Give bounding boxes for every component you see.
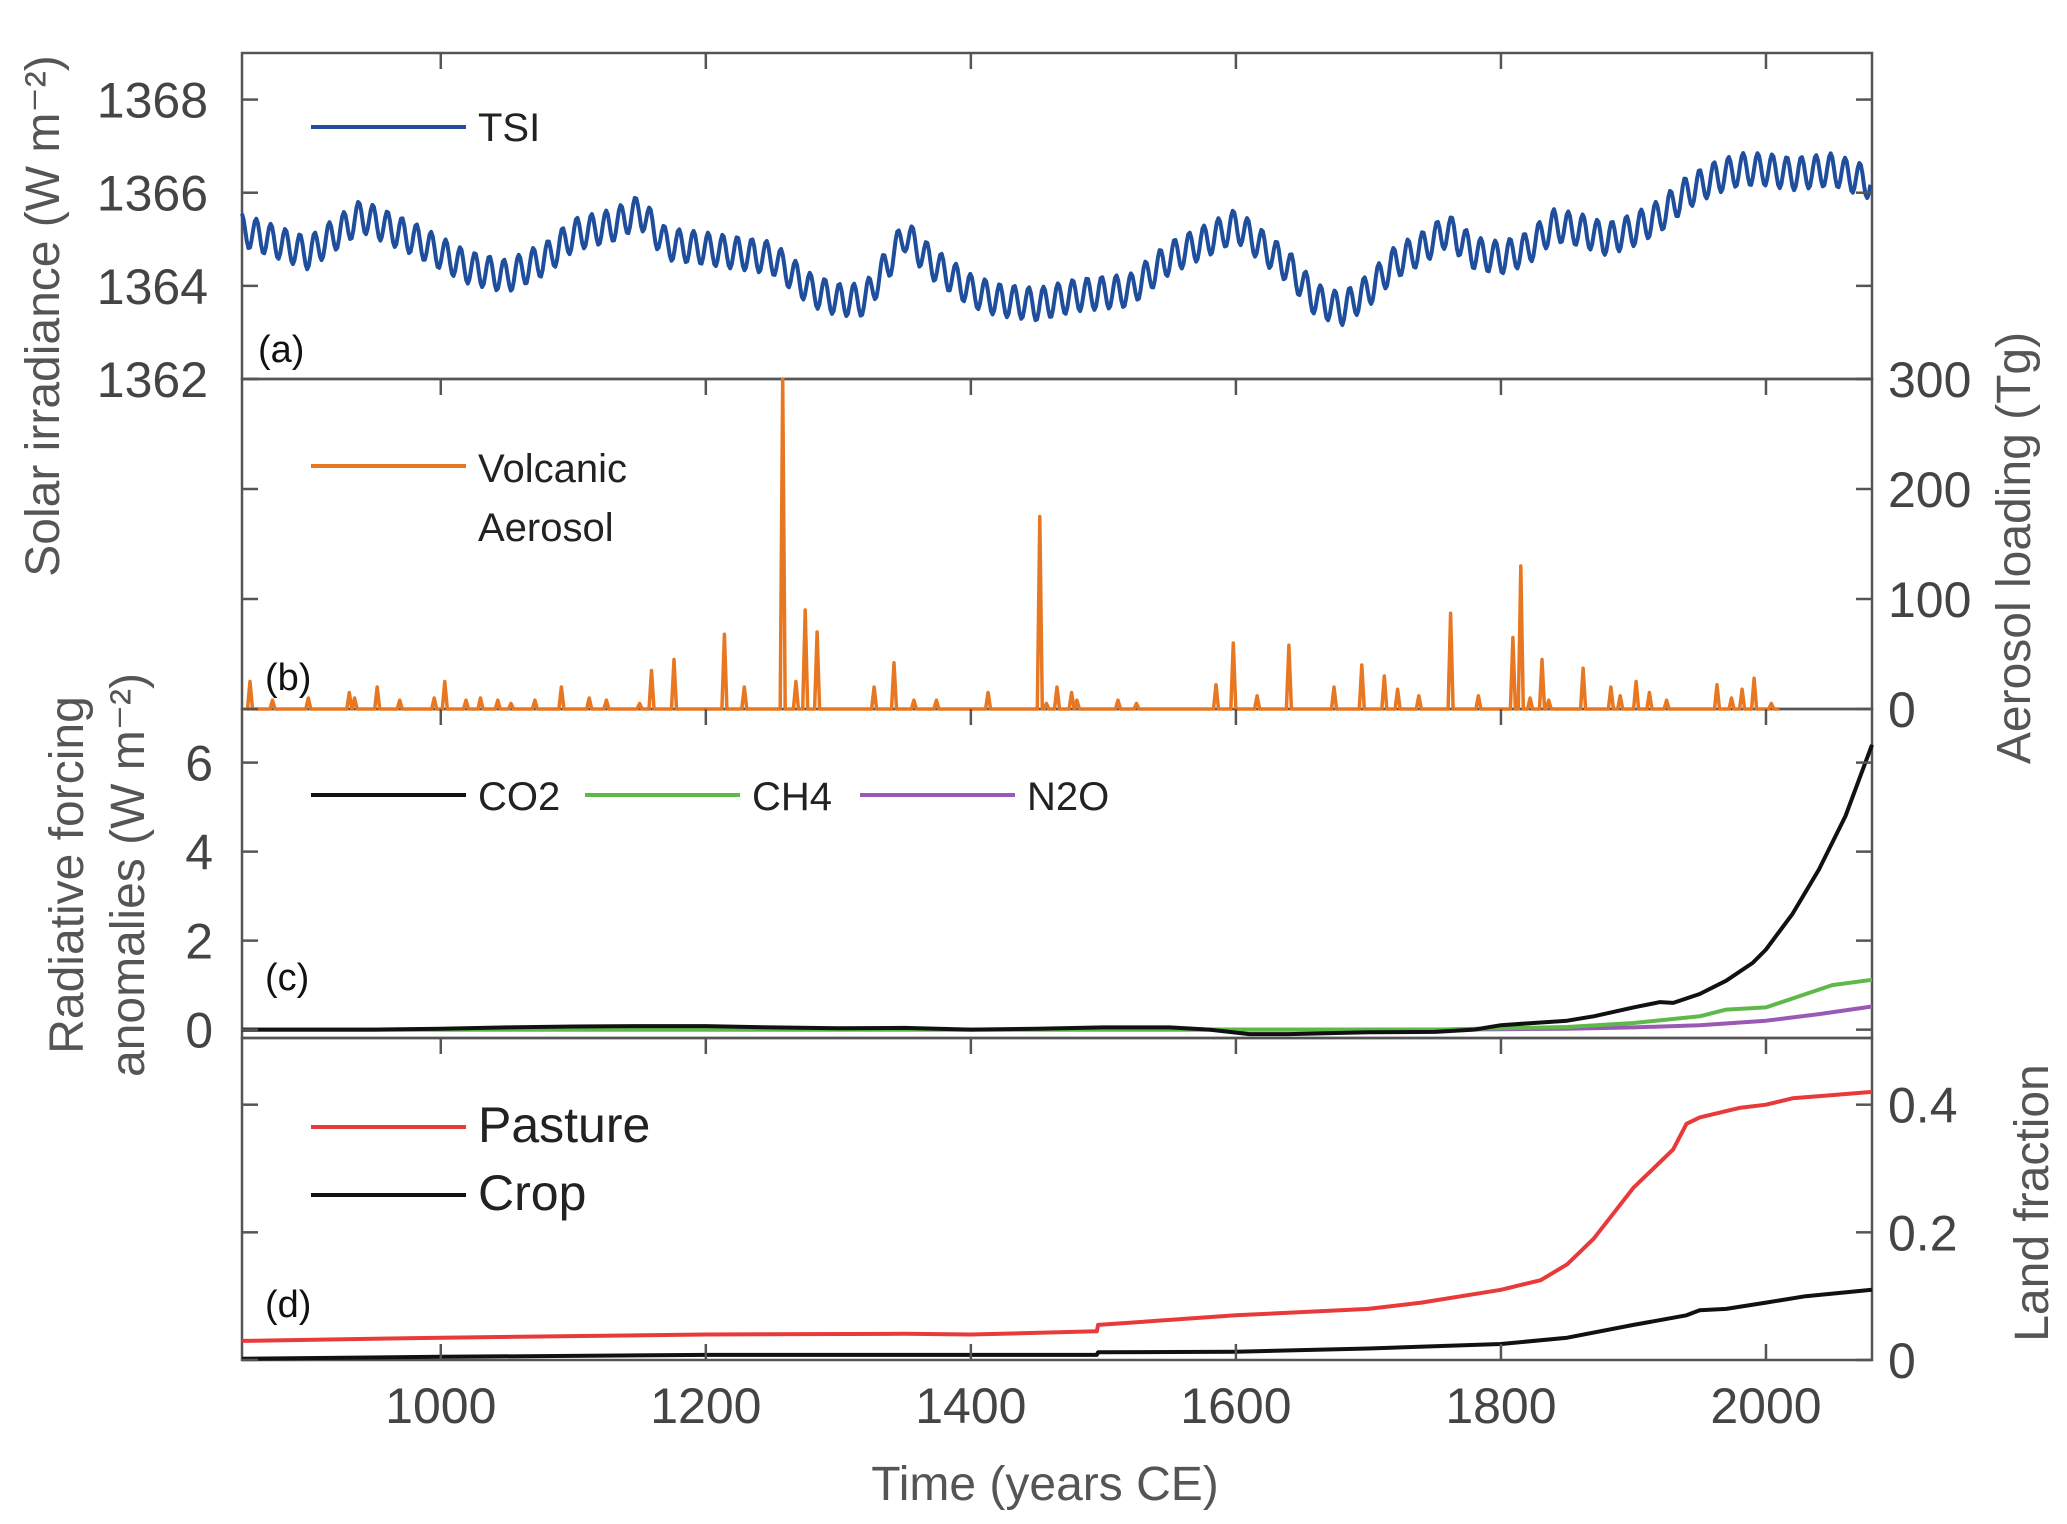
ylabel-c-line1: Radiative forcing [41, 696, 94, 1054]
legend-label-n2o: N2O [1027, 775, 1109, 819]
xlabel: Time (years CE) [871, 1458, 1219, 1511]
ytick-label-c: 0 [185, 1003, 213, 1059]
xtick-label: 1200 [650, 1378, 761, 1434]
panel-label-d: (d) [265, 1284, 311, 1326]
xtick-label: 1400 [915, 1378, 1026, 1434]
panel-label-a: (a) [258, 329, 304, 371]
ytick-label-b: 0 [1888, 682, 1916, 738]
legend-label-volcanic-2: Aerosol [478, 506, 614, 550]
text-layer: 1362 1364 1366 1368 TSI (a) Solar irradiance (… [17, 55, 2059, 1511]
series-line-tsi [240, 151, 1873, 327]
ytick-label-b: 300 [1888, 352, 1971, 408]
ytick-label-d: 0.2 [1888, 1205, 1958, 1261]
panel-frame-3 [240, 707, 1874, 1040]
panel-label-b: (b) [265, 657, 311, 699]
xtick-label: 1600 [1180, 1378, 1291, 1434]
ytick-label-d: 0 [1888, 1333, 1916, 1389]
xtick-label: 1000 [385, 1378, 496, 1434]
series-layer [240, 151, 1874, 1361]
ytick-label-d: 0.4 [1888, 1078, 1958, 1134]
ylabel-b: Aerosol loading (Tg) [1988, 332, 2041, 764]
ytick-label-a: 1368 [97, 73, 208, 129]
ticks-layer [242, 53, 1872, 1362]
ytick-label-c: 2 [185, 914, 213, 970]
ylabel-c-line2: anomalies (W m⁻²) [102, 673, 155, 1077]
ylabel-d: Land fraction [2006, 1064, 2059, 1342]
ytick-label-a: 1362 [97, 352, 208, 408]
ytick-label-a: 1366 [97, 166, 208, 222]
ylabel-a: Solar irradiance (W m⁻²) [17, 55, 70, 576]
ytick-label-c: 4 [185, 825, 213, 881]
panel-frames [240, 51, 1874, 1362]
panel-frame-4 [240, 1036, 1874, 1362]
xtick-label: 2000 [1710, 1378, 1821, 1434]
series-line-co2 [242, 744, 1874, 1037]
ytick-label-b: 200 [1888, 462, 1971, 518]
legend-label-tsi: TSI [478, 106, 540, 150]
legend-label-volcanic-1: Volcanic [478, 447, 627, 491]
xtick-label: 1800 [1445, 1378, 1556, 1434]
legend-label-crop: Crop [478, 1165, 586, 1221]
panel-label-c: (c) [265, 957, 309, 999]
ytick-label-c: 6 [185, 736, 213, 792]
series-line-volcanic-aerosol [245, 377, 1780, 711]
legend-label-co2: CO2 [478, 775, 560, 819]
ytick-label-b: 100 [1888, 572, 1971, 628]
series-line-pasture [241, 1089, 1873, 1343]
legend-label-ch4: CH4 [752, 775, 832, 819]
ytick-label-a: 1364 [97, 259, 208, 315]
series-line-ch4 [242, 977, 1873, 1032]
series-line-crop [241, 1287, 1873, 1361]
legend-label-pasture: Pasture [478, 1097, 650, 1153]
